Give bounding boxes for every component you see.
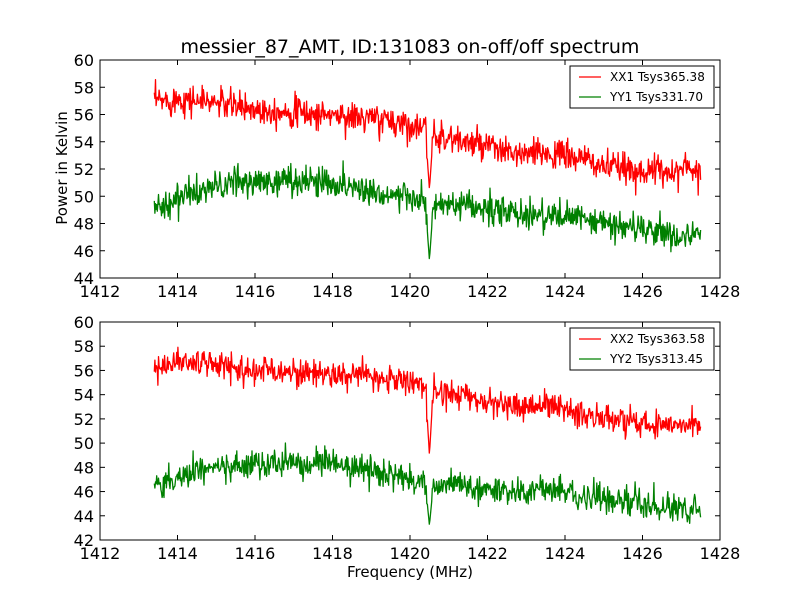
x-tick-label: 1416 xyxy=(235,544,276,563)
series-line xyxy=(153,160,702,260)
legend-box xyxy=(569,65,715,109)
y-tick-label: 44 xyxy=(74,507,94,526)
y-axis-label: Power in Kelvin xyxy=(53,111,71,225)
y-tick-label: 44 xyxy=(74,269,94,288)
legend-label: XX1 Tsys365.38 xyxy=(610,70,705,84)
axis-ticks: 1412 1414 1416 1418 1420 1422 1424 1426 1428 42 44… xyxy=(74,313,741,563)
y-tick-label: 58 xyxy=(74,78,94,97)
x-tick-label: 1422 xyxy=(467,544,508,563)
y-tick-label: 46 xyxy=(74,242,94,261)
legend-label: YY1 Tsys331.70 xyxy=(609,90,703,104)
x-tick-label: 1418 xyxy=(312,544,353,563)
x-tick-label: 1426 xyxy=(622,282,663,301)
series-lines xyxy=(153,346,702,525)
y-tick-label: 54 xyxy=(74,386,94,405)
series-lines xyxy=(153,78,702,260)
x-tick-label: 1422 xyxy=(467,282,508,301)
x-tick-label: 1412 xyxy=(80,282,121,301)
y-tick-label: 52 xyxy=(74,160,94,179)
x-tick-label: 1414 xyxy=(157,544,198,563)
x-tick-label: 1418 xyxy=(312,282,353,301)
y-tick-label: 52 xyxy=(74,410,94,429)
x-tick-label: 1426 xyxy=(622,544,663,563)
legend: XX2 Tsys363.58 YY2 Tsys313.45 xyxy=(569,327,715,371)
x-tick-label: 1424 xyxy=(545,282,586,301)
legend-box xyxy=(569,327,715,371)
y-tick-label: 50 xyxy=(74,434,94,453)
y-tick-label: 60 xyxy=(74,313,94,332)
x-tick-label: 1412 xyxy=(80,544,121,563)
x-tick-label: 1424 xyxy=(545,544,586,563)
legend-label: YY2 Tsys313.45 xyxy=(609,352,703,366)
y-tick-label: 42 xyxy=(74,531,94,550)
x-axis-label: Frequency (MHz) xyxy=(347,563,473,581)
y-tick-label: 56 xyxy=(74,361,94,380)
series-line xyxy=(153,346,702,454)
legend: XX1 Tsys365.38 YY1 Tsys331.70 xyxy=(569,65,715,109)
y-tick-label: 48 xyxy=(74,458,94,477)
legend-label: XX2 Tsys363.58 xyxy=(610,332,705,346)
y-tick-label: 60 xyxy=(74,51,94,70)
y-tick-label: 58 xyxy=(74,337,94,356)
x-tick-label: 1414 xyxy=(157,282,198,301)
chart-title: messier_87_AMT, ID:131083 on-off/off spe… xyxy=(181,36,640,58)
x-tick-label: 1420 xyxy=(390,282,431,301)
y-tick-label: 46 xyxy=(74,483,94,502)
bottom-panel: Frequency (MHz) 1412 1414 1416 1418 1420 1422… xyxy=(74,313,741,581)
series-line xyxy=(153,78,702,196)
y-tick-label: 56 xyxy=(74,106,94,125)
x-tick-label: 1428 xyxy=(700,544,741,563)
x-tick-label: 1420 xyxy=(390,544,431,563)
axis-ticks: 1412 1414 1416 1418 1420 1422 1424 1426 1428 44 46… xyxy=(74,51,741,301)
series-line xyxy=(153,442,702,525)
y-tick-label: 50 xyxy=(74,187,94,206)
top-panel: messier_87_AMT, ID:131083 on-off/off spe… xyxy=(53,36,740,301)
x-tick-label: 1428 xyxy=(700,282,741,301)
y-tick-label: 54 xyxy=(74,133,94,152)
x-tick-label: 1416 xyxy=(235,282,276,301)
y-tick-label: 48 xyxy=(74,215,94,234)
